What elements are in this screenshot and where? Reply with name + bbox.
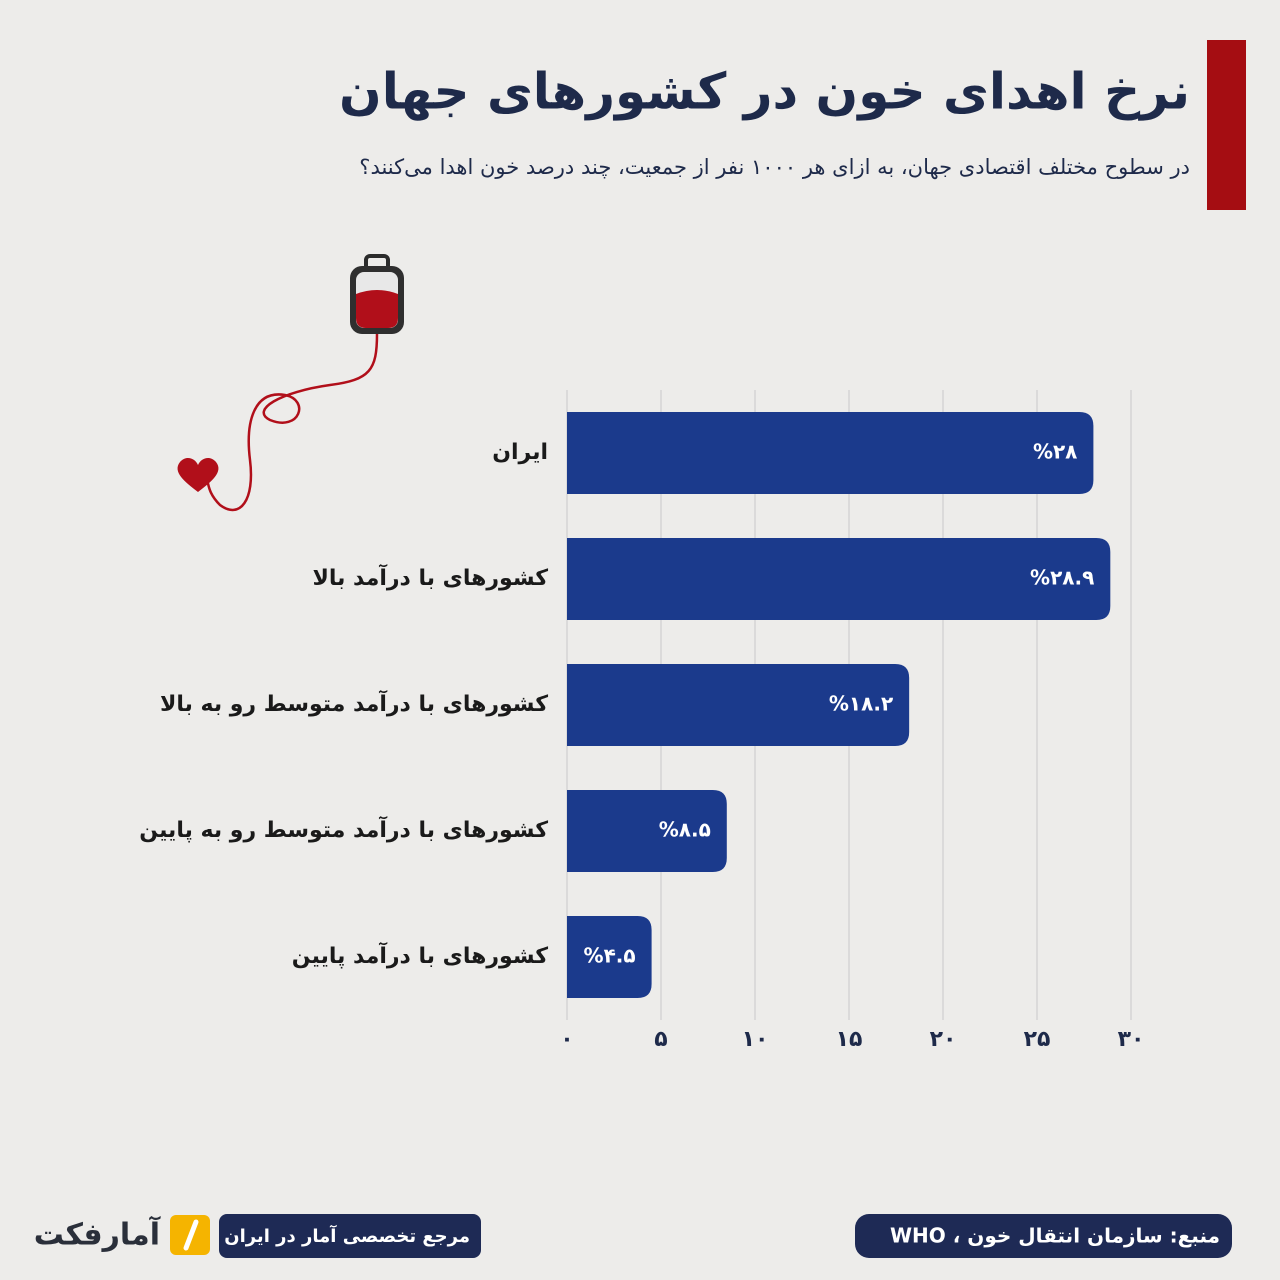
x-tick-label: ۱۰ [742, 1027, 769, 1052]
bar [567, 916, 652, 998]
tagline: مرجع تخصصی آمار در ایران [224, 1224, 470, 1247]
chart-title: نرخ اهدای خون در کشورهای جهان [339, 63, 1190, 122]
x-tick-label: ۰ [560, 1027, 573, 1052]
bar [567, 664, 910, 746]
accent-bar [1207, 40, 1246, 210]
category-label: ایران [492, 440, 548, 465]
x-tick-label: ۱۵ [836, 1027, 863, 1052]
x-tick-label: ۵ [654, 1027, 667, 1052]
bar [567, 538, 1111, 620]
source: منبع: سازمان انتقال خون ، WHO [890, 1224, 1220, 1248]
x-tick-label: ۲۵ [1024, 1027, 1051, 1052]
blood-bag-illustration [177, 254, 404, 512]
bar [567, 412, 1094, 494]
category-label: کشورهای با درآمد متوسط رو به بالا [160, 689, 548, 717]
bar [567, 790, 727, 872]
category-label: کشورهای با درآمد متوسط رو به پایین [139, 815, 548, 843]
category-label: کشورهای با درآمد بالا [312, 563, 548, 591]
value-label: %۲۸.۹ [1030, 566, 1094, 590]
value-label: %۱۸.۲ [829, 692, 893, 716]
logo-stroke [183, 1219, 199, 1251]
brand: آمارفکت [34, 1216, 161, 1253]
chart-subtitle: در سطوح مختلف اقتصادی جهان، به ازای هر ۱… [359, 155, 1190, 179]
value-label: %۴.۵ [584, 944, 636, 968]
source-pill [855, 1214, 1232, 1258]
tagline-pill [219, 1214, 481, 1258]
value-label: %۸.۵ [659, 818, 711, 842]
value-label: %۲۸ [1033, 440, 1077, 464]
x-tick-label: ۲۰ [930, 1027, 957, 1052]
category-label: کشورهای با درآمد پایین [292, 941, 548, 969]
x-tick-label: ۳۰ [1118, 1027, 1145, 1052]
